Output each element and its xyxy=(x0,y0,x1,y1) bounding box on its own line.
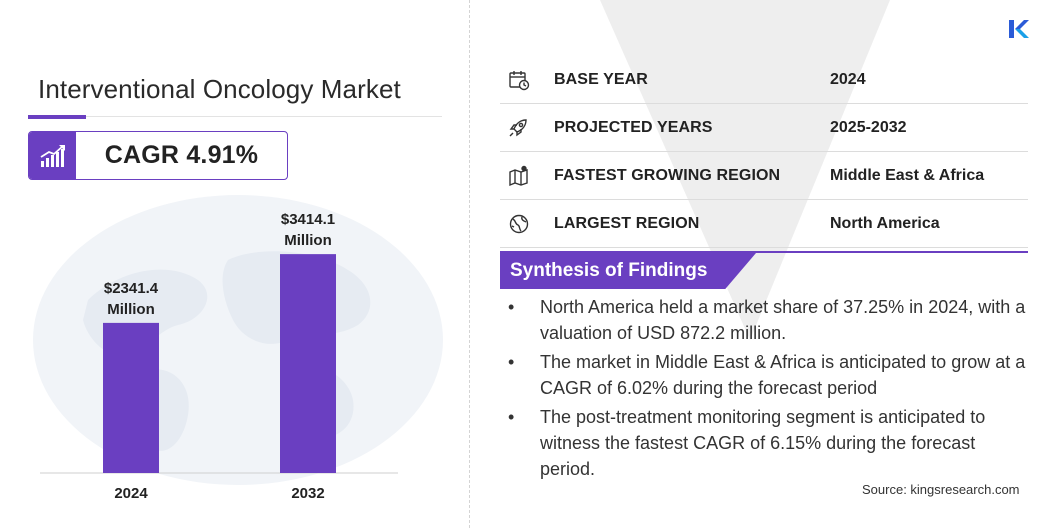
synthesis-rule xyxy=(500,251,1028,253)
summary-value: 2025-2032 xyxy=(830,118,907,136)
data-label: $3414.1 xyxy=(281,211,335,228)
summary-row-largest-region: LARGEST REGION North America xyxy=(500,200,1028,248)
summary-row-fastest-region: FASTEST GROWING REGION Middle East & Afr… xyxy=(500,152,1028,200)
findings-list: • North America held a market share of 3… xyxy=(508,294,1028,485)
cagr-value: CAGR 4.91% xyxy=(104,141,259,169)
summary-label: FASTEST GROWING REGION xyxy=(554,166,781,184)
bullet: • xyxy=(508,297,515,317)
bar-2032 xyxy=(280,254,336,473)
decorative-triangle xyxy=(600,0,890,340)
x-tick-label: 2024 xyxy=(114,485,148,502)
source-note: Source: kingsresearch.com xyxy=(862,482,1020,497)
finding-text: The post-treatment monitoring segment is… xyxy=(540,407,986,479)
panel-divider xyxy=(469,0,470,528)
map-region-icon xyxy=(500,165,554,187)
list-item: • North America held a market share of 3… xyxy=(508,294,1028,346)
bullet: • xyxy=(508,352,515,372)
page-title: Interventional Oncology Market xyxy=(38,74,401,104)
summary-label: BASE YEAR xyxy=(554,70,648,88)
title-accent-bar xyxy=(28,115,86,119)
finding-text: The market in Middle East & Africa is an… xyxy=(540,352,1026,398)
cagr-badge: CAGR 4.91% xyxy=(28,131,288,180)
list-item: • The market in Middle East & Africa is … xyxy=(508,349,1028,401)
growth-chart-icon xyxy=(29,132,76,179)
data-label: Million xyxy=(284,232,332,249)
bullet: • xyxy=(508,407,515,427)
data-label: Million xyxy=(107,301,155,318)
summary-value: 2024 xyxy=(830,70,866,88)
data-label: $2341.4 xyxy=(104,280,159,297)
summary-row-base-year: BASE YEAR 2024 xyxy=(500,56,1028,104)
kings-research-logo xyxy=(1009,20,1029,38)
summary-row-projected-years: PROJECTED YEARS 2025-2032 xyxy=(500,104,1028,152)
summary-label: PROJECTED YEARS xyxy=(554,118,713,136)
calendar-icon xyxy=(500,69,554,91)
finding-text: North America held a market share of 37.… xyxy=(540,297,1026,343)
synthesis-title: Synthesis of Findings xyxy=(510,260,708,281)
market-size-bar-chart: $2341.4 Million 2024 $3414.1 Million 2032 xyxy=(40,211,398,502)
title-underline xyxy=(28,116,442,117)
synthesis-banner xyxy=(500,253,756,289)
rocket-icon xyxy=(500,117,554,139)
globe-icon xyxy=(500,213,554,235)
x-tick-label: 2032 xyxy=(291,485,324,502)
list-item: • The post-treatment monitoring segment … xyxy=(508,404,1028,482)
summary-value: North America xyxy=(830,214,940,232)
bar-2024 xyxy=(103,322,159,473)
summary-value: Middle East & Africa xyxy=(830,166,985,184)
summary-label: LARGEST REGION xyxy=(554,214,700,232)
